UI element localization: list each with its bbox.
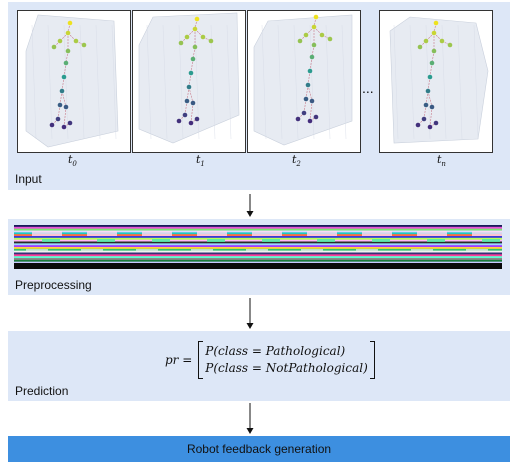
flow-arrow [246, 194, 254, 217]
frame-time-label: t1 [196, 153, 205, 169]
preprocessing-label: Preprocessing [15, 278, 92, 292]
skeleton-frame-tn [379, 10, 493, 153]
left-bracket [198, 341, 204, 379]
frame-time-label: t0 [68, 153, 77, 169]
skeleton-plot [138, 12, 240, 144]
skeleton-frame-t1 [132, 10, 246, 153]
robot-feedback-box: Robot feedback generation [8, 436, 510, 462]
frame-time-label: t2 [292, 153, 301, 169]
skeleton-plot [389, 16, 489, 144]
skeleton-frame-t2 [247, 10, 361, 153]
prediction-panel [8, 331, 510, 401]
flow-arrow [246, 403, 254, 434]
formula-row-not-pathological: P(class = NotPathological) [205, 361, 368, 375]
flow-arrow [246, 298, 254, 329]
frame-time-label: tn [437, 153, 446, 169]
formula-row-pathological: P(class = Pathological) [205, 344, 346, 358]
skeleton-plot [253, 14, 353, 146]
prediction-label: Prediction [15, 384, 69, 398]
ellipsis: ... [362, 80, 374, 96]
right-bracket [369, 341, 375, 379]
prediction-formula: pr = P(class = Pathological) P(class = N… [165, 340, 375, 380]
formula-lhs: pr = [165, 353, 193, 367]
input-label: Input [15, 172, 42, 186]
skeleton-frame-t0 [17, 10, 131, 153]
skeleton-plot [25, 14, 119, 148]
preprocessed-data-image [14, 225, 502, 269]
feedback-label: Robot feedback generation [186, 442, 332, 456]
